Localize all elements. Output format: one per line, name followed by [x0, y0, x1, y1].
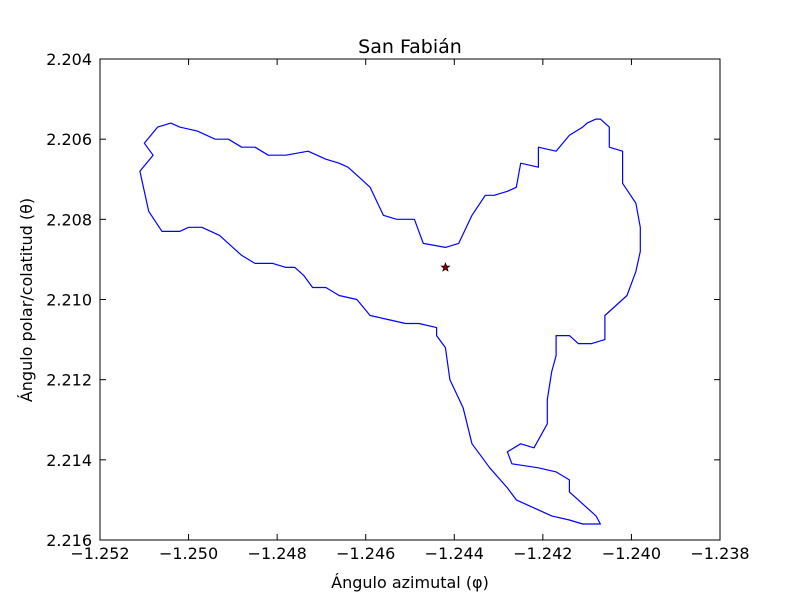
x-axis-label: Ángulo azimutal (φ) — [331, 573, 489, 592]
y-tick-label: 2.212 — [46, 371, 92, 390]
x-tick-label: −1.242 — [513, 544, 572, 563]
y-tick-label: 2.216 — [46, 531, 92, 550]
y-tick-label: 2.208 — [46, 210, 92, 229]
y-axis-label: Ángulo polar/colatitud (θ) — [17, 198, 36, 402]
x-tick-label: −1.252 — [70, 544, 129, 563]
y-tick-label: 2.204 — [46, 50, 92, 69]
x-tick-label: −1.248 — [248, 544, 307, 563]
x-tick-label: −1.250 — [159, 544, 218, 563]
centroid-star-marker — [440, 262, 451, 272]
y-tick-label: 2.214 — [46, 451, 92, 470]
x-tick-label: −1.238 — [690, 544, 749, 563]
y-tick-label: 2.210 — [46, 291, 92, 310]
x-tick-label: −1.244 — [425, 544, 484, 563]
chart-title: San Fabián — [358, 36, 462, 58]
boundary-line — [139, 118, 641, 525]
x-tick-label: −1.240 — [602, 544, 661, 563]
y-tick-label: 2.206 — [46, 130, 92, 149]
x-tick-label: −1.246 — [336, 544, 395, 563]
